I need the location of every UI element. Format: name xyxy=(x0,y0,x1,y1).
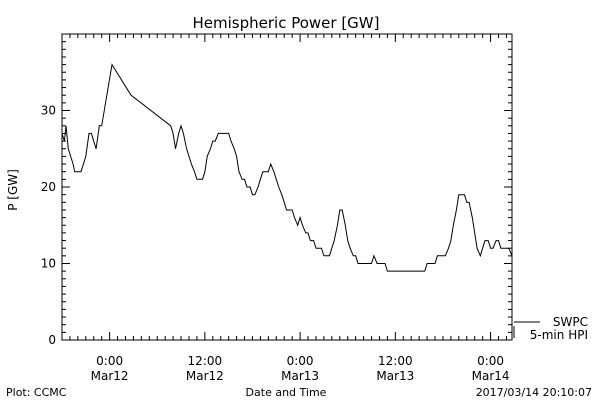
y-tick-label: 10 xyxy=(41,257,56,271)
x-tick-label-date: Mar13 xyxy=(281,369,319,383)
x-tick-label-time: 0:00 xyxy=(477,354,504,368)
plot-area-frame xyxy=(61,33,513,341)
x-tick-label-time: 0:00 xyxy=(96,354,123,368)
series-layer xyxy=(61,63,513,272)
x-tick-label-date: Mar12 xyxy=(186,369,224,383)
x-tick-label-time: 12:00 xyxy=(378,354,413,368)
hpi-series-line xyxy=(61,63,513,272)
x-tick-label-date: Mar14 xyxy=(472,369,510,383)
y-axis-label: P [GW] xyxy=(6,169,20,211)
chart-title: Hemispheric Power [GW] xyxy=(193,14,380,32)
x-tick-label-date: Mar12 xyxy=(91,369,129,383)
footer-plot-credit: Plot: CCMC xyxy=(6,386,67,399)
axis-ticks: 01020300:00Mar1212:00Mar120:00Mar1312:00… xyxy=(41,34,512,383)
x-tick-label-time: 12:00 xyxy=(188,354,223,368)
legend-swpc-label: SWPC xyxy=(553,315,588,329)
y-tick-label: 20 xyxy=(41,180,56,194)
x-tick-label-time: 0:00 xyxy=(287,354,314,368)
y-tick-label: 0 xyxy=(48,333,56,347)
footer-timestamp: 2017/03/14 20:10:07 xyxy=(476,386,592,399)
y-tick-label: 30 xyxy=(41,104,56,118)
x-axis-label: Date and Time xyxy=(246,386,327,399)
legend-hpi-label: 5-min HPI xyxy=(530,328,588,342)
x-tick-label-date: Mar13 xyxy=(376,369,414,383)
